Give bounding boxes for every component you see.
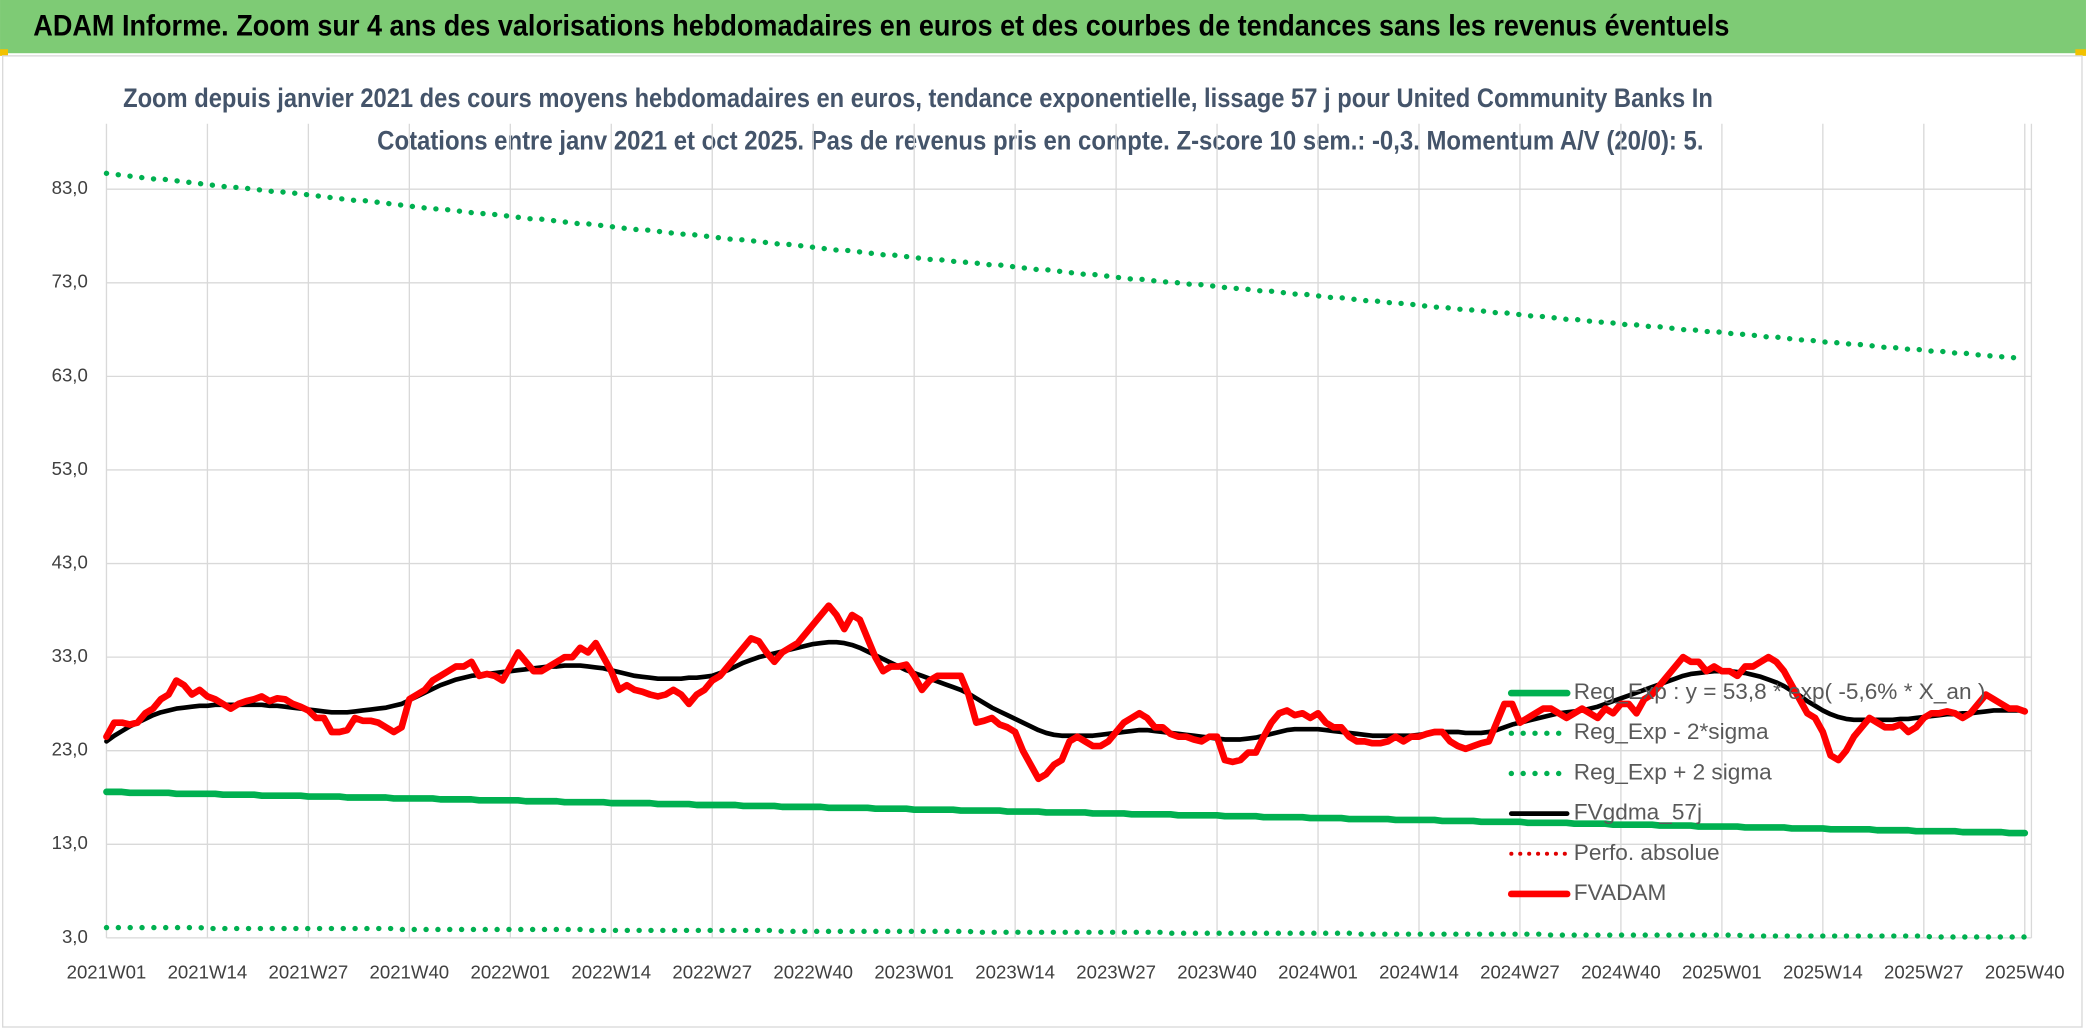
series-line — [103, 602, 2029, 783]
x-tick-label: 2021W01 — [67, 962, 147, 983]
x-tick-label: 2025W40 — [1985, 962, 2065, 983]
x-tick-label: 2023W14 — [975, 962, 1055, 983]
y-tick-label: 23,0 — [52, 739, 88, 760]
legend-label: Perfo. absolue — [1574, 840, 1720, 865]
x-tick-label: 2025W27 — [1884, 962, 1964, 983]
x-tick-label: 2021W14 — [168, 962, 248, 983]
x-tick-label: 2022W14 — [571, 962, 651, 983]
banner-background — [0, 0, 2086, 54]
x-tick-label: 2022W01 — [470, 962, 550, 983]
legend-label: Reg_Exp + 2 sigma — [1574, 759, 1772, 784]
x-tick-label: 2022W27 — [672, 962, 752, 983]
legend: Reg_Exp : y = 53,8 * exp( -5,6% * X_an )… — [1507, 679, 1986, 905]
series-line — [103, 170, 2028, 362]
chart-border — [2, 55, 2083, 1028]
banner-corner — [0, 49, 9, 56]
x-tick-label: 2022W40 — [773, 962, 853, 983]
x-tick-label: 2025W14 — [1783, 962, 1863, 983]
x-tick-label: 2021W40 — [370, 962, 450, 983]
chart-title: Zoom depuis janvier 2021 des cours moyen… — [123, 83, 1713, 113]
chart-subtitle: Cotations entre janv 2021 et oct 2025. P… — [377, 125, 1703, 155]
x-tick-label: 2024W27 — [1480, 962, 1560, 983]
y-tick-label: 3,0 — [62, 926, 88, 947]
x-tick-label: 2024W14 — [1379, 962, 1459, 983]
y-tick-label: 43,0 — [52, 551, 88, 572]
x-tick-label: 2023W40 — [1177, 962, 1257, 983]
legend-label: Reg_Exp : y = 53,8 * exp( -5,6% * X_an ) — [1574, 679, 1986, 704]
grid: 3,0 13,0 23,0 33,0 43,0 53,0 63,0 73,0 83,0 2021W… — [52, 123, 2065, 983]
legend-label: FVADAM — [1574, 880, 1667, 905]
x-tick-label: 2025W01 — [1682, 962, 1762, 983]
x-tick-label: 2023W01 — [874, 962, 954, 983]
banner-corner — [2075, 49, 2086, 56]
y-tick-label: 33,0 — [52, 645, 88, 666]
x-tick-label: 2024W01 — [1278, 962, 1358, 983]
y-tick-label: 13,0 — [52, 832, 88, 853]
x-tick-label: 2023W27 — [1076, 962, 1156, 983]
x-tick-label: 2024W40 — [1581, 962, 1661, 983]
y-tick-label: 53,0 — [52, 458, 88, 479]
y-tick-label: 63,0 — [52, 364, 88, 385]
y-tick-label: 83,0 — [52, 177, 88, 198]
plot-lines — [103, 170, 2029, 940]
legend-label: Reg_Exp - 2*sigma — [1574, 719, 1769, 744]
x-tick-label: 2021W27 — [269, 962, 349, 983]
series-line — [103, 788, 2029, 837]
series-line — [103, 924, 2028, 940]
banner-title: ADAM Informe. Zoom sur 4 ans des valoris… — [33, 11, 1729, 43]
y-tick-label: 73,0 — [52, 271, 88, 292]
legend-label: FVgdma_57j — [1574, 800, 1702, 825]
